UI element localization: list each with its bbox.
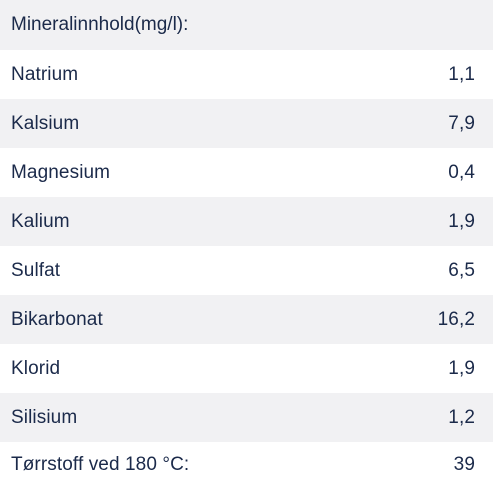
row-value: 1,1 [448, 63, 475, 85]
row-value: 0,4 [448, 161, 475, 183]
row-value: 1,9 [448, 357, 475, 379]
row-label: Bikarbonat [11, 308, 103, 330]
table-row: Klorid 1,9 [0, 344, 493, 393]
row-value: 1,9 [448, 210, 475, 232]
table-row: Kalsium 7,9 [0, 99, 493, 148]
table-header-label: Mineralinnhold(mg/l): [11, 14, 189, 35]
table-row: Silisium 1,2 [0, 393, 493, 442]
table-row: Sulfat 6,5 [0, 246, 493, 295]
row-value: 6,5 [448, 259, 475, 281]
row-value: 16,2 [437, 308, 475, 330]
row-value: 39 [453, 454, 475, 475]
table-header: Mineralinnhold(mg/l): [0, 0, 493, 50]
row-label: Klorid [11, 357, 61, 379]
row-label: Natrium [11, 63, 79, 85]
row-value: 7,9 [448, 112, 475, 134]
row-label: Kalium [11, 210, 70, 232]
table-row: Natrium 1,1 [0, 50, 493, 99]
table-row: Kalium 1,9 [0, 197, 493, 246]
row-value: 1,2 [448, 406, 475, 428]
table-row: Bikarbonat 16,2 [0, 295, 493, 344]
table-row: Tørrstoff ved 180 °C: 39 [0, 442, 493, 488]
row-label: Silisium [11, 406, 78, 428]
table-row: Magnesium 0,4 [0, 148, 493, 197]
row-label: Tørrstoff ved 180 °C: [11, 454, 190, 475]
row-label: Sulfat [11, 259, 61, 281]
row-label: Magnesium [11, 161, 111, 183]
row-label: Kalsium [11, 112, 80, 134]
